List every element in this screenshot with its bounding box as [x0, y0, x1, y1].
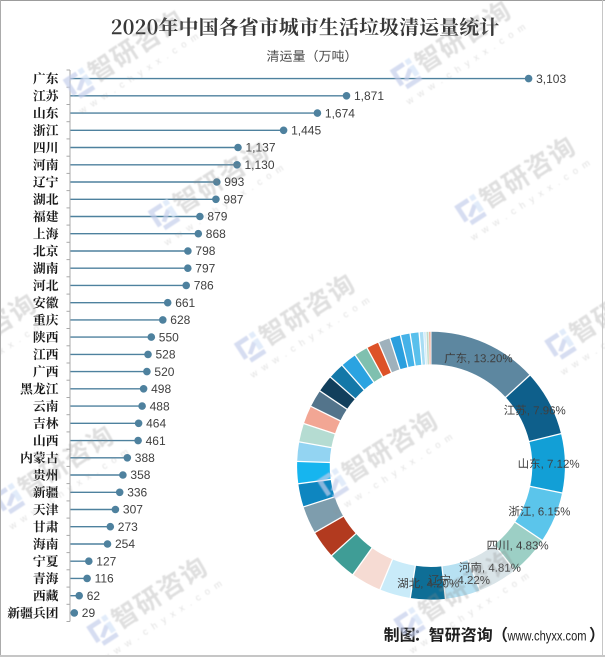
svg-text:116: 116	[95, 572, 114, 586]
svg-text:868: 868	[206, 227, 226, 241]
svg-text:461: 461	[146, 434, 166, 448]
svg-text:62: 62	[87, 589, 101, 603]
svg-text:358: 358	[130, 468, 150, 482]
svg-text:464: 464	[146, 417, 166, 431]
svg-text:550: 550	[159, 330, 179, 344]
svg-text:1,674: 1,674	[325, 106, 355, 120]
svg-text:336: 336	[127, 486, 147, 500]
svg-text:498: 498	[151, 382, 171, 396]
svg-text:www.chyxx.com: www.chyxx.com	[507, 627, 587, 643]
svg-text:879: 879	[207, 210, 227, 224]
svg-text:798: 798	[195, 244, 215, 258]
svg-text:786: 786	[194, 279, 214, 293]
svg-text:1,871: 1,871	[354, 89, 384, 103]
svg-text:3,103: 3,103	[536, 72, 566, 86]
svg-text:273: 273	[118, 520, 138, 534]
svg-text:388: 388	[135, 451, 155, 465]
svg-text:628: 628	[170, 313, 190, 327]
svg-text:797: 797	[195, 261, 215, 275]
svg-text:520: 520	[154, 365, 174, 379]
svg-text:528: 528	[156, 348, 176, 362]
svg-text:987: 987	[223, 193, 243, 207]
svg-text:127: 127	[96, 554, 116, 568]
svg-text:307: 307	[123, 503, 143, 517]
svg-text:29: 29	[82, 606, 96, 620]
svg-text:1,445: 1,445	[291, 124, 321, 138]
svg-text:254: 254	[115, 537, 135, 551]
svg-text:488: 488	[150, 399, 170, 413]
svg-text:661: 661	[175, 296, 195, 310]
